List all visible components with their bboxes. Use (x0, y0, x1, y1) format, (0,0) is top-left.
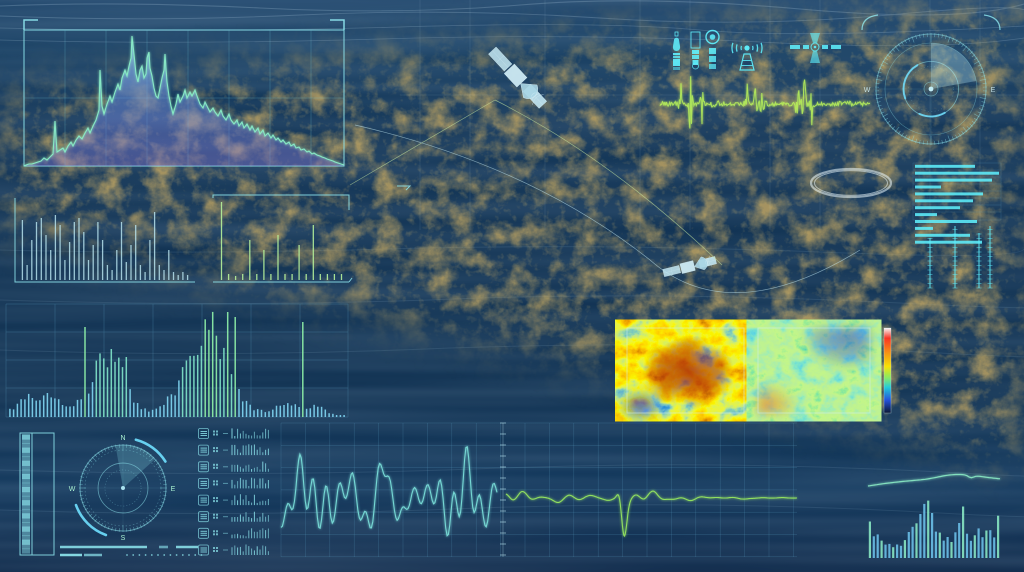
svg-text:E: E (171, 486, 176, 493)
svg-text:W: W (69, 486, 76, 493)
svg-text:N: N (120, 435, 125, 442)
svg-text:E: E (991, 87, 996, 94)
svg-text:S: S (121, 535, 126, 542)
svg-text:W: W (864, 87, 871, 94)
